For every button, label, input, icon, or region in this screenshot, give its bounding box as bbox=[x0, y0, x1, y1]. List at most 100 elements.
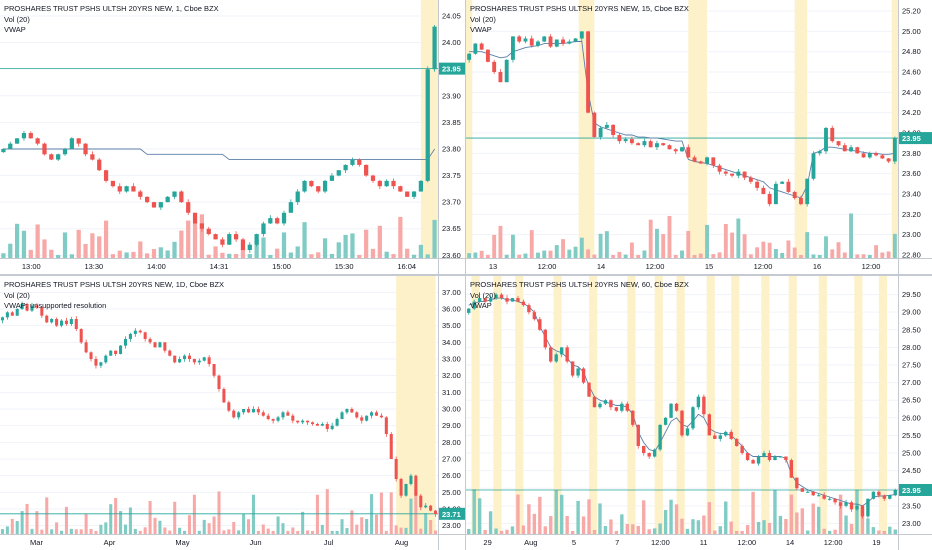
candle bbox=[652, 448, 657, 458]
candle bbox=[536, 40, 540, 48]
candle bbox=[877, 490, 881, 498]
candle bbox=[579, 31, 584, 42]
volume-bar bbox=[206, 254, 211, 258]
volume-bar bbox=[521, 525, 526, 534]
candle bbox=[548, 34, 553, 48]
candle-body bbox=[404, 484, 408, 496]
candle bbox=[148, 337, 152, 345]
chart-pane-p2[interactable]: 25.2025.0024.8024.6024.4024.2024.0023.80… bbox=[466, 0, 932, 274]
session-band bbox=[654, 276, 663, 534]
volume-bar bbox=[165, 250, 170, 258]
volume-bar bbox=[207, 523, 211, 534]
candle bbox=[736, 168, 741, 179]
candle-body bbox=[586, 31, 591, 113]
y-tick-label: 25.00 bbox=[902, 449, 921, 458]
candle bbox=[434, 509, 438, 517]
candle bbox=[603, 399, 608, 406]
indicator-label: VWAP: unsupported resolution bbox=[4, 301, 106, 310]
session-band bbox=[794, 0, 808, 258]
candle-body bbox=[543, 329, 547, 348]
y-tick-label: 25.20 bbox=[902, 7, 921, 16]
candle-body bbox=[713, 435, 717, 439]
candle-body bbox=[434, 510, 438, 514]
candle-body bbox=[316, 186, 321, 192]
volume-bar bbox=[685, 528, 690, 534]
y-tick-label: 23.90 bbox=[442, 91, 461, 100]
volume-bar bbox=[232, 521, 236, 534]
session-band bbox=[578, 0, 595, 258]
volume-bar bbox=[103, 220, 109, 258]
volume-bar bbox=[691, 519, 695, 534]
volume-bar bbox=[350, 510, 354, 534]
volume-bar bbox=[734, 530, 739, 534]
volume-bar bbox=[384, 251, 389, 258]
candle bbox=[405, 191, 410, 198]
volume-bar bbox=[394, 525, 398, 534]
candle-body bbox=[767, 193, 772, 205]
candle bbox=[153, 341, 157, 348]
candle bbox=[655, 140, 659, 150]
volume-bar bbox=[477, 498, 482, 534]
candle bbox=[133, 328, 137, 337]
pane-divider-horizontal[interactable] bbox=[0, 274, 932, 276]
volume-bar bbox=[516, 494, 520, 534]
volume-bar bbox=[742, 234, 747, 258]
candle-body bbox=[855, 505, 859, 510]
candle bbox=[212, 363, 216, 378]
candle bbox=[340, 410, 344, 420]
candle bbox=[399, 477, 403, 498]
candle-body bbox=[642, 141, 647, 146]
candle bbox=[836, 140, 841, 147]
volume-bar bbox=[197, 530, 201, 534]
candle bbox=[698, 160, 703, 164]
candle-body bbox=[705, 157, 709, 164]
chart-pane-p4[interactable]: 29.50 29.00 28.50 28.00 27.50 27.00 26.50 26.00… bbox=[466, 276, 932, 550]
candle-body bbox=[554, 354, 558, 362]
candle-body bbox=[192, 212, 198, 224]
candle-body bbox=[350, 409, 354, 413]
candle-body bbox=[620, 403, 624, 411]
candle-body bbox=[172, 191, 177, 197]
volume-bar bbox=[844, 515, 848, 534]
candle bbox=[288, 199, 293, 213]
candle-body bbox=[833, 498, 837, 503]
candle bbox=[723, 169, 728, 176]
chart-pane-p3[interactable]: 37.00 36.00 35.00 34.00 33.00 32.00 31.00 30.00… bbox=[0, 276, 466, 550]
volume-bar bbox=[554, 490, 558, 534]
y-tick-label: 24.00 bbox=[442, 38, 461, 47]
candle-body bbox=[680, 147, 684, 152]
candle-body bbox=[830, 127, 835, 142]
candle-body bbox=[133, 330, 137, 334]
volume-bar bbox=[329, 253, 335, 258]
volume-bar bbox=[729, 521, 733, 534]
volume-bar bbox=[473, 252, 478, 258]
candle bbox=[345, 408, 349, 415]
candle bbox=[316, 185, 321, 194]
y-tick-label: 25.00 bbox=[442, 488, 461, 497]
candle-body bbox=[718, 435, 722, 439]
volume-bar bbox=[379, 492, 383, 534]
volume-bar bbox=[543, 526, 547, 534]
x-tick-label: Aug bbox=[524, 538, 537, 547]
candle bbox=[0, 316, 4, 324]
candle bbox=[109, 350, 113, 357]
chart-pane-p1[interactable]: 24.05 24.00 23.95 23.90 23.85 23.80 23.75 23.70… bbox=[0, 0, 466, 274]
volume-bar bbox=[880, 252, 885, 258]
candle bbox=[110, 180, 116, 188]
candle-body bbox=[755, 181, 760, 188]
candle bbox=[560, 347, 564, 358]
candle bbox=[62, 147, 68, 156]
candle-body bbox=[242, 409, 246, 413]
candle-body bbox=[131, 186, 136, 192]
candle-body bbox=[842, 145, 847, 152]
candle bbox=[554, 39, 559, 48]
candle bbox=[761, 185, 766, 195]
volume-bar bbox=[874, 245, 879, 258]
candle-body bbox=[212, 364, 216, 376]
candle bbox=[103, 169, 109, 183]
candle-body bbox=[213, 234, 218, 240]
candle bbox=[117, 183, 122, 195]
volume-bar bbox=[523, 253, 528, 258]
candle bbox=[685, 427, 690, 437]
candle bbox=[20, 301, 24, 310]
